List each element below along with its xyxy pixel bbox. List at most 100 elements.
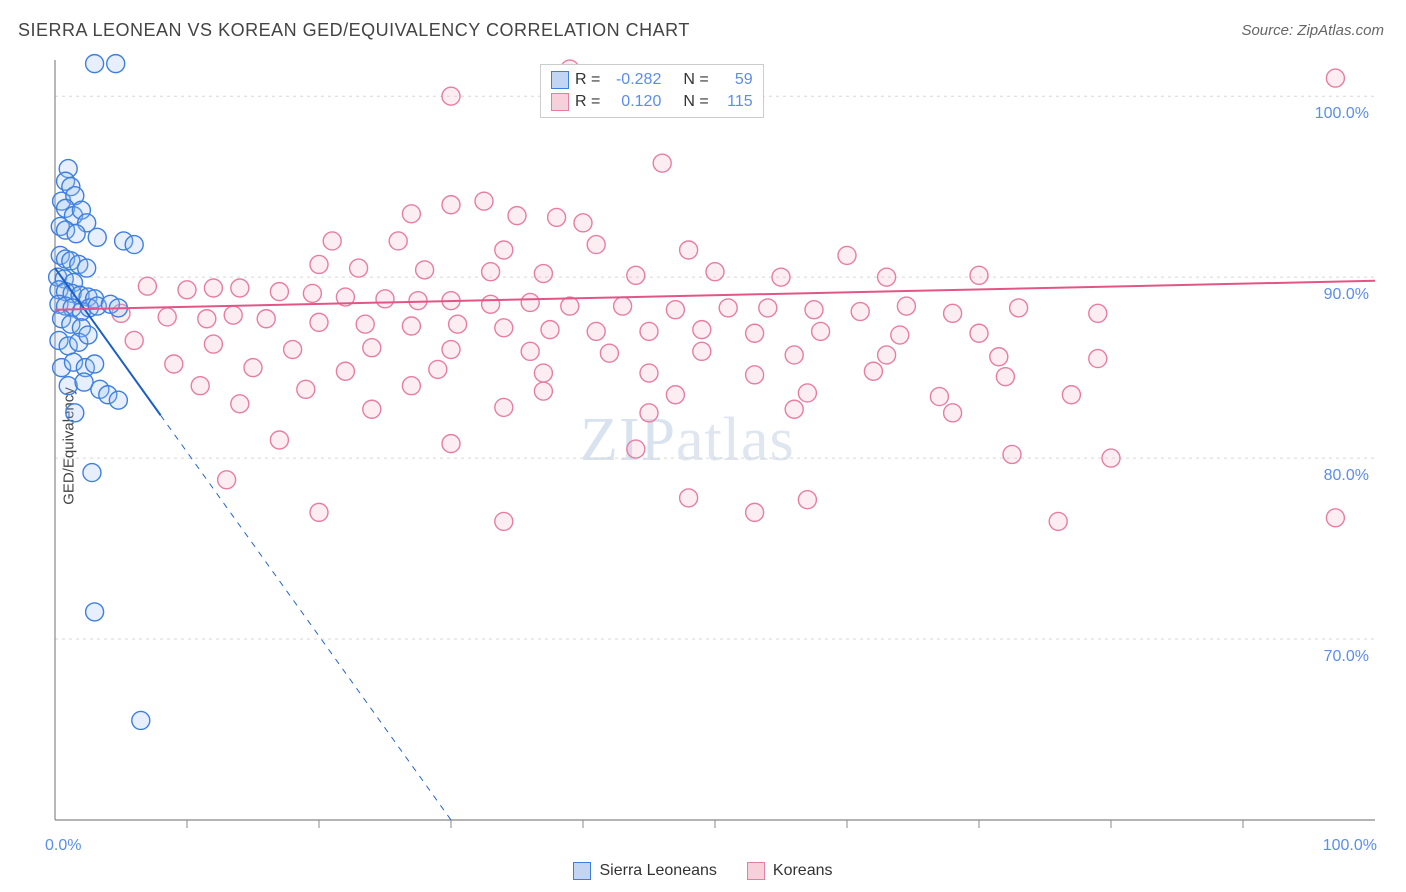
scatter-point [666, 386, 684, 404]
scatter-point [363, 400, 381, 418]
scatter-point [653, 154, 671, 172]
legend-swatch [551, 93, 569, 111]
scatter-point [86, 55, 104, 73]
scatter-point [495, 512, 513, 530]
legend-swatch [551, 71, 569, 89]
scatter-point [1326, 509, 1344, 527]
scatter-point [429, 360, 447, 378]
scatter-point [521, 293, 539, 311]
scatter-point [812, 322, 830, 340]
scatter-point [231, 395, 249, 413]
scatter-point [970, 266, 988, 284]
scatter-point [1102, 449, 1120, 467]
scatter-point [449, 315, 467, 333]
legend-r-value: -0.282 [606, 71, 661, 89]
legend-swatch [573, 862, 591, 880]
scatter-point [363, 339, 381, 357]
scatter-point [534, 382, 552, 400]
svg-text:90.0%: 90.0% [1324, 286, 1369, 303]
scatter-point [218, 471, 236, 489]
trend-line [55, 281, 1375, 310]
legend-n-value: 59 [715, 71, 753, 89]
scatter-point [587, 236, 605, 254]
scatter-point [389, 232, 407, 250]
scatter-point [508, 207, 526, 225]
scatter-point [270, 431, 288, 449]
scatter-point [534, 265, 552, 283]
scatter-point [838, 246, 856, 264]
legend-label: Sierra Leoneans [599, 862, 716, 880]
scatter-point [587, 322, 605, 340]
scatter-point [495, 241, 513, 259]
scatter-point [125, 236, 143, 254]
scatter-point [614, 297, 632, 315]
trend-line-dashed [161, 415, 451, 820]
legend-n-label: N = [683, 93, 708, 111]
scatter-point [534, 364, 552, 382]
scatter-point [1003, 445, 1021, 463]
scatter-point [323, 232, 341, 250]
scatter-point [600, 344, 618, 362]
scatter-point [204, 279, 222, 297]
scatter-point [574, 214, 592, 232]
scatter-point [310, 313, 328, 331]
scatter-chart: 70.0%80.0%90.0%100.0%0.0%100.0% [0, 0, 1406, 892]
scatter-point [83, 464, 101, 482]
legend-r-value: 0.120 [606, 93, 661, 111]
scatter-point [930, 388, 948, 406]
scatter-point [59, 377, 77, 395]
scatter-point [878, 268, 896, 286]
scatter-point [198, 310, 216, 328]
legend-row: R = 0.120 N = 115 [551, 91, 753, 113]
scatter-point [270, 283, 288, 301]
correlation-legend: R = -0.282 N = 59 R = 0.120 N = 115 [540, 64, 764, 118]
scatter-point [878, 346, 896, 364]
scatter-point [851, 303, 869, 321]
scatter-point [442, 196, 460, 214]
scatter-point [336, 362, 354, 380]
scatter-point [482, 263, 500, 281]
scatter-point [1089, 304, 1107, 322]
scatter-point [706, 263, 724, 281]
scatter-point [785, 346, 803, 364]
scatter-point [132, 711, 150, 729]
scatter-point [297, 380, 315, 398]
scatter-point [231, 279, 249, 297]
scatter-point [109, 391, 127, 409]
scatter-point [86, 355, 104, 373]
svg-text:100.0%: 100.0% [1315, 105, 1369, 122]
scatter-point [78, 259, 96, 277]
scatter-point [627, 440, 645, 458]
scatter-point [541, 321, 559, 339]
scatter-point [693, 342, 711, 360]
scatter-point [680, 489, 698, 507]
scatter-point [640, 322, 658, 340]
scatter-point [107, 55, 125, 73]
scatter-point [402, 377, 420, 395]
scatter-point [86, 603, 104, 621]
scatter-point [996, 368, 1014, 386]
scatter-point [402, 205, 420, 223]
scatter-point [970, 324, 988, 342]
scatter-point [284, 341, 302, 359]
scatter-point [67, 225, 85, 243]
legend-r-label: R = [575, 93, 600, 111]
scatter-point [944, 304, 962, 322]
scatter-point [125, 331, 143, 349]
scatter-point [442, 341, 460, 359]
scatter-point [1062, 386, 1080, 404]
scatter-point [88, 228, 106, 246]
scatter-point [680, 241, 698, 259]
scatter-point [746, 503, 764, 521]
scatter-point [416, 261, 434, 279]
legend-n-value: 115 [715, 93, 753, 111]
scatter-point [257, 310, 275, 328]
scatter-point [244, 359, 262, 377]
scatter-point [944, 404, 962, 422]
scatter-point [356, 315, 374, 333]
svg-text:70.0%: 70.0% [1324, 648, 1369, 665]
scatter-point [640, 364, 658, 382]
scatter-point [495, 319, 513, 337]
legend-label: Koreans [773, 862, 833, 880]
scatter-point [627, 266, 645, 284]
